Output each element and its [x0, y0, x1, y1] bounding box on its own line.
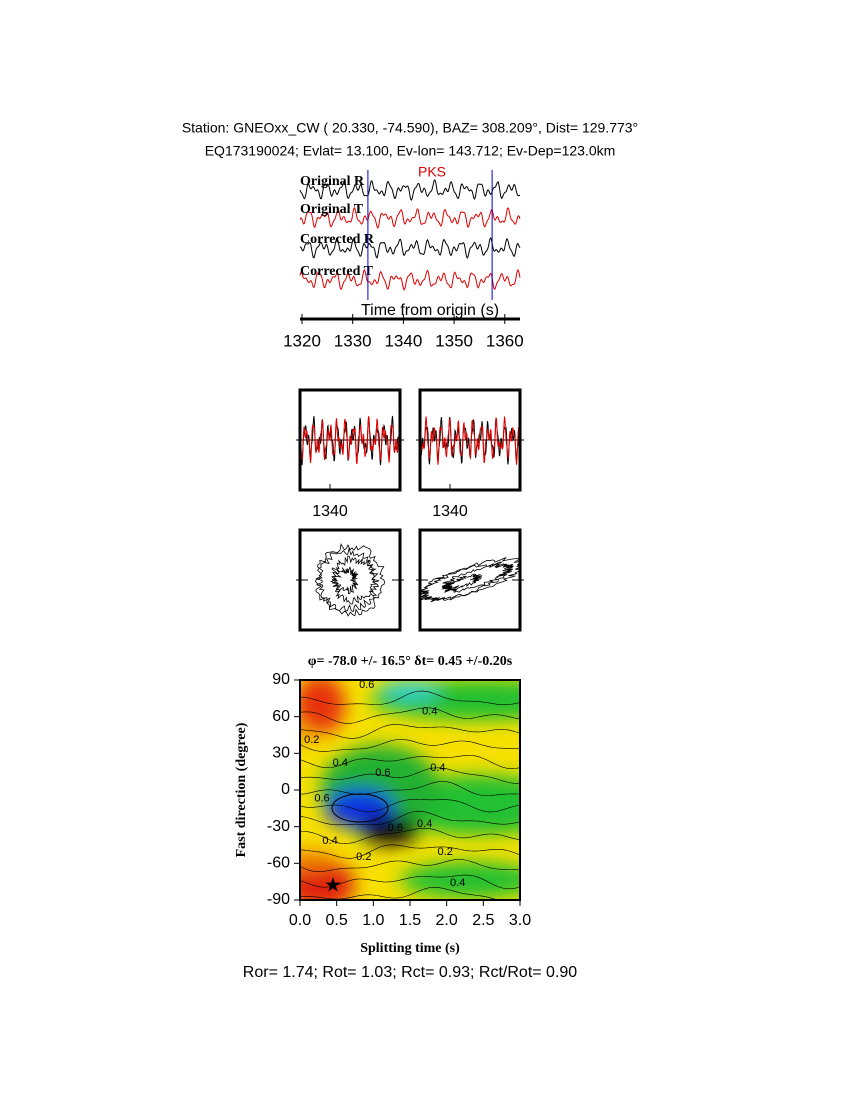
- contour-label: 0.2: [356, 851, 371, 863]
- blob: [380, 680, 440, 700]
- contour-label: 0.4: [322, 835, 337, 847]
- frame: [298, 388, 402, 492]
- event-line: EQ173190024; Evlat= 13.100, Ev-lon= 143.…: [205, 143, 616, 159]
- frame: [298, 528, 402, 632]
- blob: [360, 815, 420, 845]
- blob: [300, 850, 335, 870]
- x-tick-label: 1.0: [362, 912, 384, 929]
- contour-line: [300, 767, 520, 784]
- contour-label: 0.4: [430, 762, 445, 774]
- y-tick-label: -30: [267, 818, 290, 835]
- trace: [299, 179, 521, 201]
- x-axis-label: Time from origin (s): [361, 302, 499, 319]
- trace-label: Corrected R: [300, 232, 375, 247]
- contour-line: [300, 874, 520, 890]
- y-tick-label: 0: [281, 781, 290, 798]
- contour-line: [300, 707, 520, 724]
- y-tick-label: 60: [272, 708, 290, 725]
- footer: Ror= 1.74; Rot= 1.03; Rct= 0.93; Rct/Rot…: [243, 964, 578, 981]
- contour-line: [300, 828, 520, 844]
- y-axis-label: Fast direction (degree): [234, 722, 249, 857]
- contour-label: 0.6: [375, 767, 390, 779]
- x-tick-label: 0.0: [289, 912, 311, 929]
- trace: [299, 415, 401, 465]
- x-tick-label: 1340: [432, 503, 468, 520]
- contour-line: [300, 859, 520, 872]
- trace: [299, 206, 521, 230]
- y-tick-label: -90: [267, 891, 290, 908]
- contour-label: 0.6: [359, 679, 374, 691]
- trace: [419, 416, 521, 465]
- x-tick-label: 1.5: [399, 912, 421, 929]
- x-tick-label: 1320: [283, 331, 321, 350]
- trace-label: Original R: [300, 174, 365, 189]
- contour-field: [300, 680, 520, 900]
- x-tick-label: 1330: [334, 331, 372, 350]
- contour-line: [300, 755, 520, 769]
- contour-line: [300, 724, 520, 739]
- contour-label: 0.2: [438, 846, 453, 858]
- trace-label: Corrected T: [300, 264, 374, 279]
- contour-label: 0.4: [450, 877, 465, 889]
- contour-line: [300, 739, 520, 752]
- chart-title: φ= -78.0 +/- 16.5° δt= 0.45 +/-0.20s: [308, 654, 513, 669]
- contour-line: [300, 810, 520, 826]
- y-tick-label: 30: [272, 745, 290, 762]
- trace-label: Original T: [300, 202, 364, 217]
- y-tick-label: 90: [272, 671, 290, 688]
- contour-label: 0.4: [417, 818, 432, 830]
- trace: [299, 268, 521, 291]
- contour-label: 0.4: [333, 757, 348, 769]
- blob: [400, 862, 520, 898]
- contour-line: [300, 690, 520, 705]
- particle-motion: [315, 543, 386, 617]
- particle-motion: [418, 557, 521, 603]
- contour-line: [300, 799, 520, 813]
- x-tick-label: 3.0: [509, 912, 531, 929]
- x-tick-label: 2.0: [436, 912, 458, 929]
- x-tick-label: 1350: [435, 331, 473, 350]
- contour-label: 0.6: [314, 792, 329, 804]
- x-tick-label: 1340: [384, 331, 422, 350]
- trace: [299, 236, 521, 260]
- x-tick-label: 1360: [486, 331, 524, 350]
- x-tick-label: 1340: [312, 503, 348, 520]
- blob: [300, 680, 345, 735]
- phase-label: PKS: [418, 164, 446, 180]
- contour-line: [300, 781, 520, 796]
- blob: [300, 860, 355, 900]
- contour-label: 0.6: [388, 822, 403, 834]
- x-axis-label: Splitting time (s): [360, 941, 460, 956]
- contour-label: 0.2: [304, 734, 319, 746]
- contour-line: [331, 793, 389, 823]
- x-tick-label: 2.5: [472, 912, 494, 929]
- station-line: Station: GNEOxx_CW ( 20.330, -74.590), B…: [182, 120, 638, 136]
- frame: [418, 528, 522, 632]
- contour-line: [300, 844, 520, 859]
- contour-label: 0.4: [422, 706, 437, 718]
- best-fit: ★: [324, 875, 342, 897]
- y-tick-label: -60: [267, 855, 290, 872]
- frame: [418, 388, 522, 492]
- x-tick-label: 0.5: [326, 912, 348, 929]
